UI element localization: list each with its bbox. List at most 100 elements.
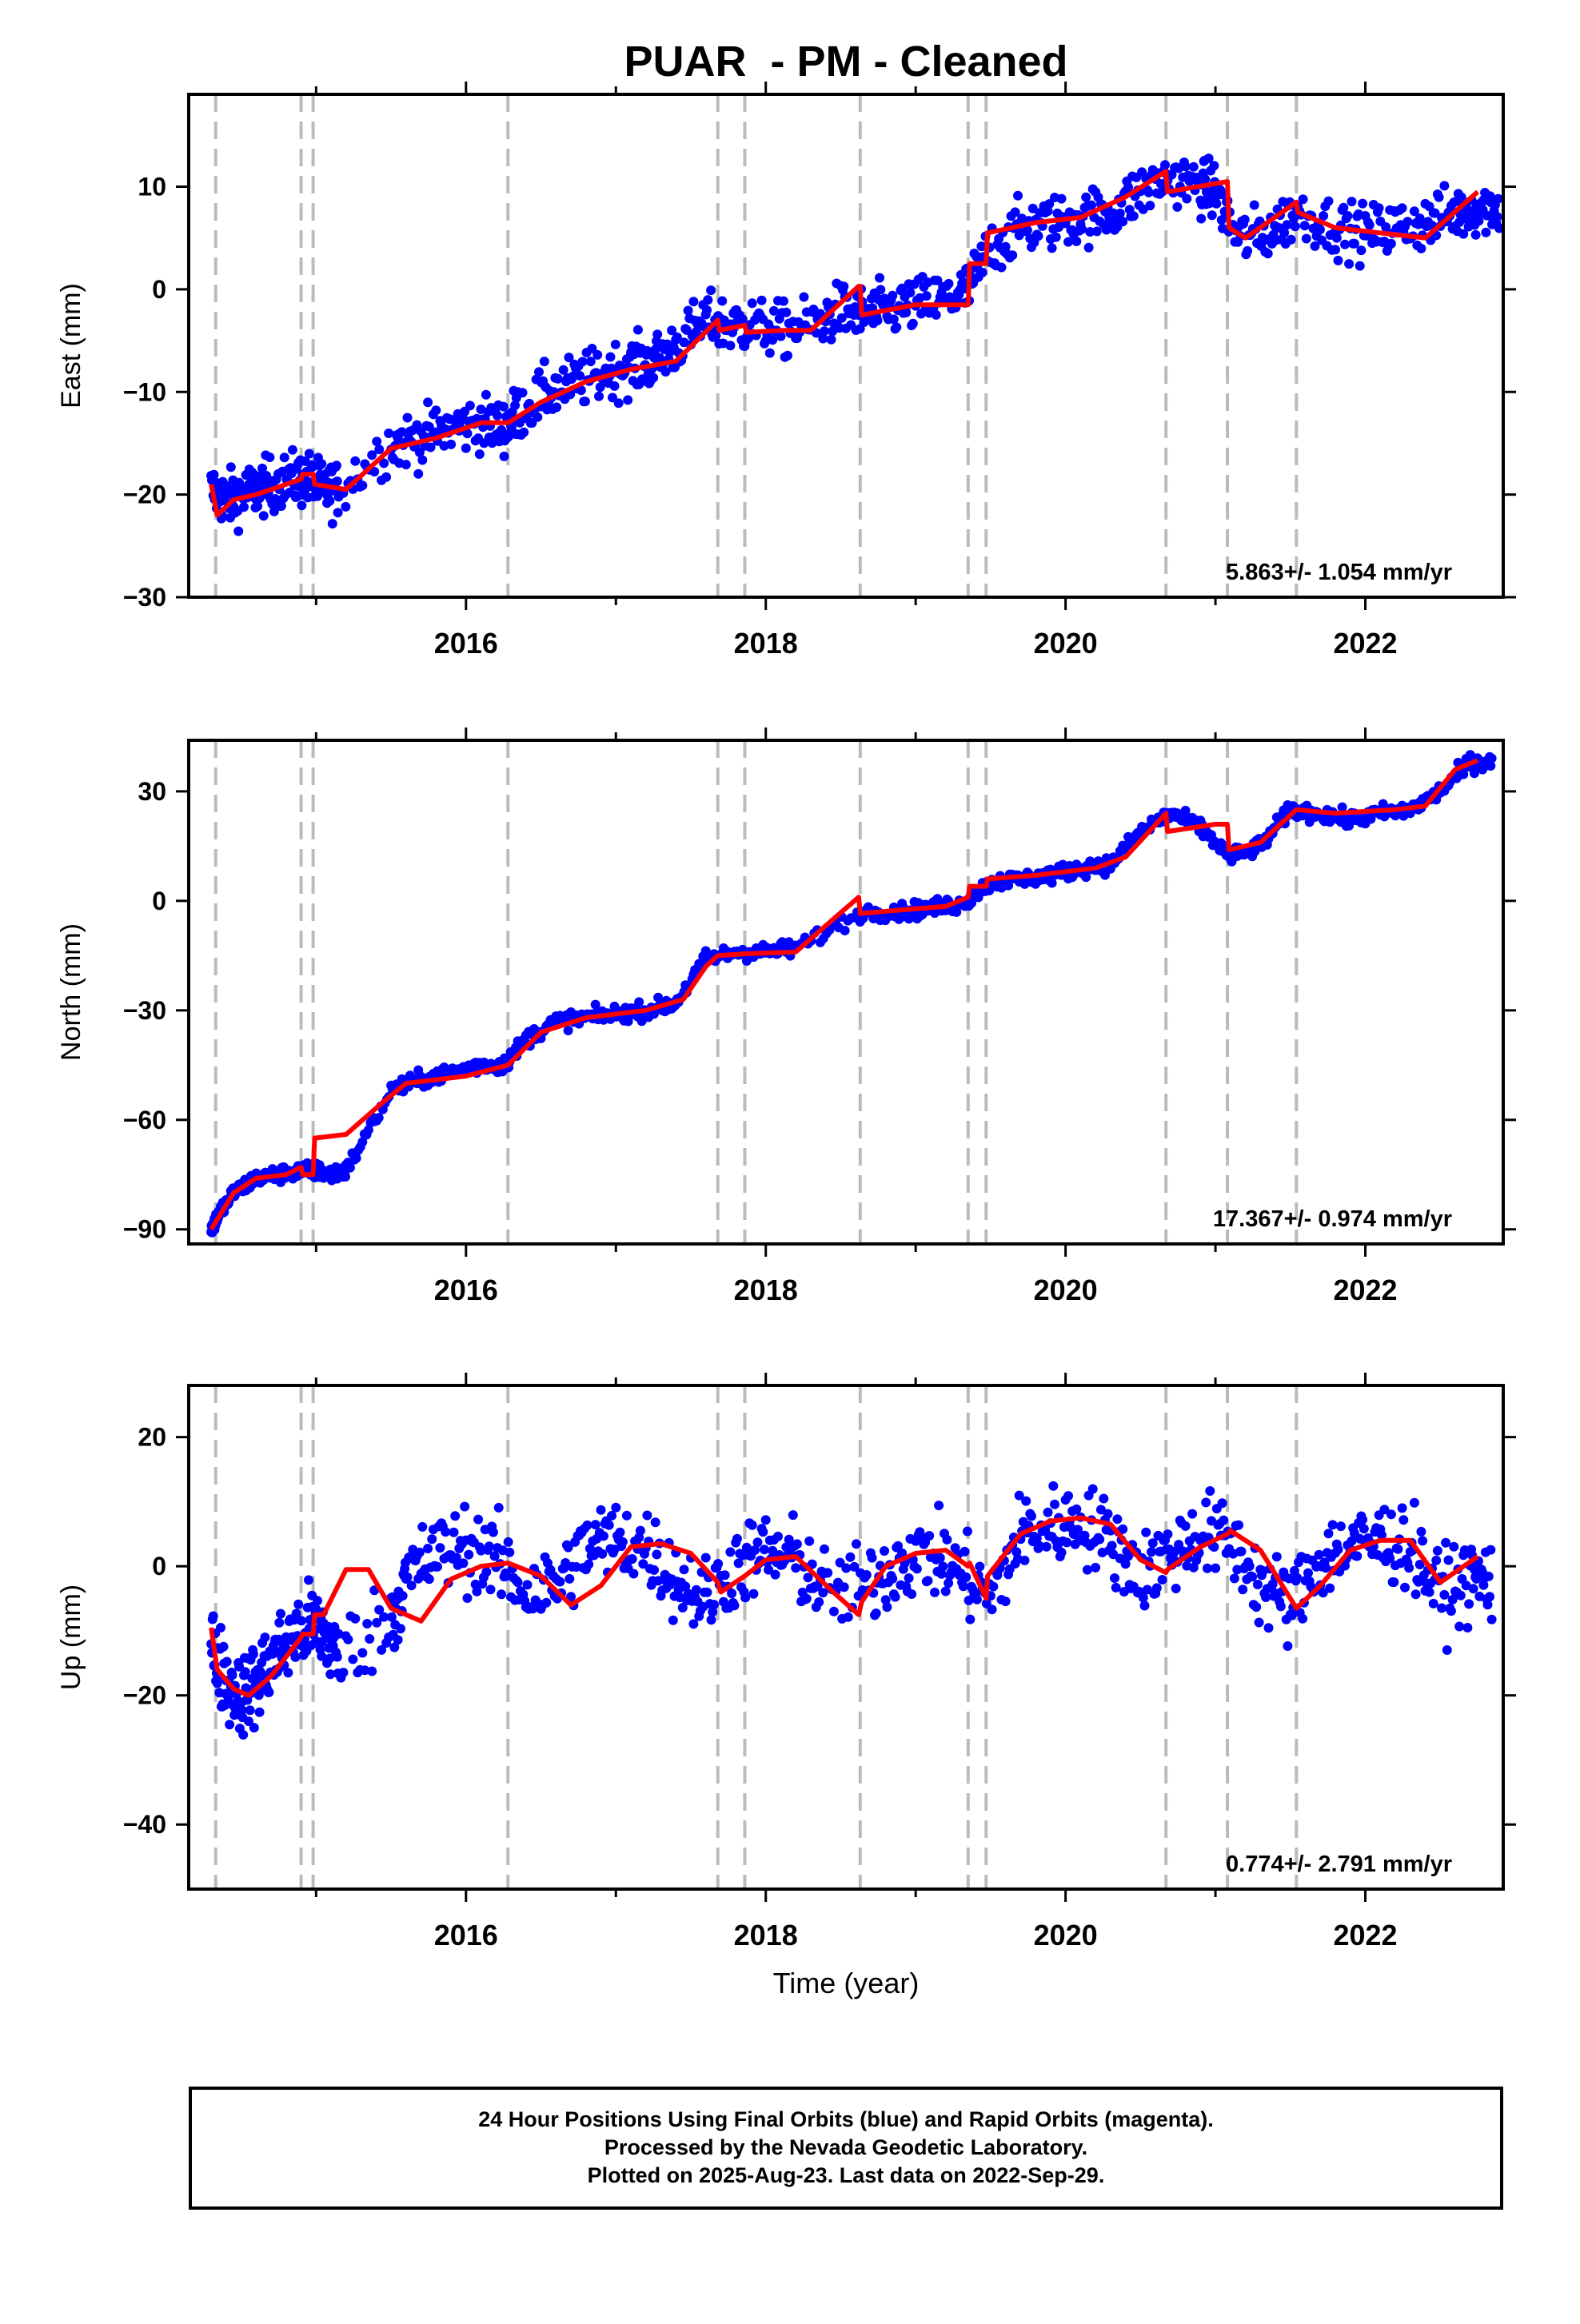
up-data-point [402, 1572, 413, 1582]
east-data-point [558, 365, 569, 375]
east-data-point [1315, 225, 1325, 235]
up-data-point [343, 1634, 353, 1644]
east-data-point [1416, 243, 1426, 253]
east-data-point [1263, 249, 1273, 259]
up-data-point [741, 1542, 752, 1553]
up-data-point [1112, 1514, 1123, 1525]
east-data-point [1056, 193, 1067, 204]
east-data-point [818, 333, 828, 344]
east-data-point [1402, 217, 1413, 227]
up-data-point [386, 1612, 397, 1622]
east-data-point [279, 452, 289, 463]
up-data-point [1014, 1490, 1024, 1501]
up-data-point [801, 1593, 812, 1604]
up-data-point [248, 1649, 258, 1660]
north-y-tick-label: 30 [138, 777, 166, 806]
up-data-point [1449, 1541, 1459, 1552]
up-x-tick-label: 2020 [1034, 1919, 1098, 1951]
up-data-point [596, 1505, 606, 1515]
up-data-point [1400, 1582, 1410, 1593]
east-data-point [892, 322, 902, 333]
up-data-point [1263, 1623, 1274, 1633]
up-data-point [1062, 1537, 1072, 1548]
up-data-point [1418, 1536, 1428, 1546]
east-data-point [703, 295, 713, 305]
up-data-point [750, 1545, 760, 1555]
up-data-point [679, 1565, 689, 1575]
east-data-point [908, 318, 918, 329]
north-data-point [1100, 870, 1110, 880]
up-data-point [290, 1652, 301, 1662]
east-data-point [515, 417, 525, 428]
up-data-point [1238, 1585, 1248, 1595]
up-data-point [924, 1531, 935, 1541]
up-data-point [930, 1587, 940, 1597]
east-data-point [1340, 239, 1350, 249]
up-data-point [804, 1536, 815, 1546]
east-data-point [534, 367, 544, 377]
north-data-point [563, 1026, 573, 1035]
east-x-tick-label: 2020 [1034, 627, 1098, 660]
east-data-point [931, 309, 941, 320]
up-data-point [1071, 1504, 1082, 1514]
up-data-point [841, 1563, 852, 1573]
north-data-points [206, 750, 1497, 1238]
up-data-point [227, 1670, 237, 1680]
up-data-point [1323, 1529, 1334, 1539]
east-data-point [465, 401, 475, 411]
up-data-point [1217, 1498, 1227, 1509]
east-data-point [876, 285, 886, 295]
up-data-point [1021, 1496, 1031, 1506]
east-data-point [1299, 221, 1310, 231]
east-data-point [632, 325, 643, 335]
up-data-point [1180, 1521, 1191, 1531]
east-data-point [1207, 210, 1217, 221]
up-data-point [617, 1537, 628, 1547]
east-data-point [476, 405, 486, 414]
east-data-point [332, 476, 342, 486]
up-data-point [1377, 1530, 1386, 1541]
up-data-point [1389, 1577, 1399, 1587]
east-data-point [297, 500, 307, 511]
east-data-point [901, 308, 912, 317]
east-data-point [367, 450, 377, 460]
east-data-point [1118, 217, 1128, 227]
east-data-point [1071, 236, 1082, 246]
up-data-point [1410, 1589, 1421, 1600]
up-data-point [691, 1585, 701, 1595]
up-data-points [206, 1481, 1497, 1740]
east-data-point [304, 448, 314, 459]
up-data-point [362, 1619, 373, 1628]
up-data-point [1379, 1505, 1390, 1515]
up-data-point [462, 1593, 473, 1603]
east-data-point [372, 436, 382, 447]
east-data-point [836, 313, 847, 323]
up-data-point [291, 1608, 301, 1619]
up-data-point [485, 1585, 496, 1595]
caption-line-orbits: 24 Hour Positions Using Final Orbits (bl… [478, 2107, 1214, 2131]
up-data-point [597, 1549, 608, 1559]
up-data-point [1462, 1623, 1473, 1632]
caption-line-dates: Plotted on 2025-Aug-23. Last data on 202… [587, 2163, 1105, 2187]
up-data-point [1275, 1601, 1286, 1612]
up-data-point [708, 1607, 718, 1617]
up-data-point [1321, 1563, 1331, 1573]
north-data-point [341, 1171, 350, 1182]
east-data-point [1290, 221, 1300, 232]
east-data-point [1323, 196, 1334, 206]
up-data-point [1318, 1588, 1328, 1598]
east-data-point [594, 391, 604, 401]
east-data-point [648, 373, 659, 383]
up-data-point [423, 1544, 433, 1553]
east-data-point [623, 395, 633, 405]
up-data-point [218, 1641, 229, 1652]
up-data-point [1095, 1534, 1105, 1545]
east-data-point [1301, 233, 1311, 244]
up-data-point [1000, 1597, 1011, 1607]
up-data-point [638, 1559, 648, 1569]
east-data-point [1298, 194, 1308, 205]
up-y-tick-label: −20 [123, 1681, 166, 1710]
up-data-point [965, 1614, 976, 1624]
north-data-point [363, 1125, 373, 1135]
east-data-point [1043, 206, 1053, 217]
